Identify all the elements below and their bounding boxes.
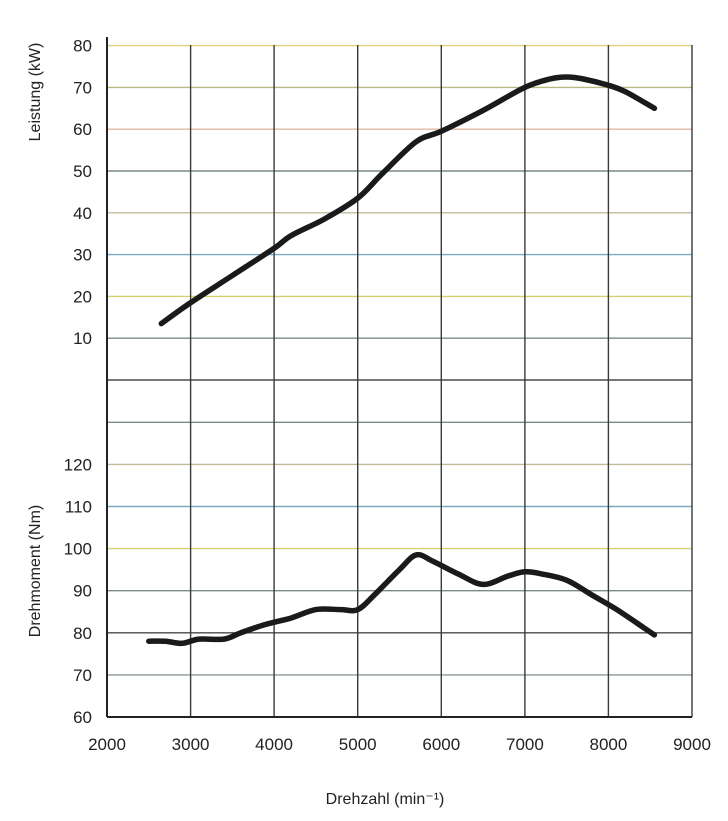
x-tick-label: 7000: [506, 735, 544, 754]
horizontal-gridlines: [107, 44, 692, 718]
power-y-tick-label: 80: [73, 37, 92, 56]
power-y-tick-label: 50: [73, 162, 92, 181]
power-y-tick-label: 40: [73, 204, 92, 223]
power-y-tick-label: 20: [73, 287, 92, 306]
x-tick-label: 2000: [88, 735, 126, 754]
x-tick-label: 8000: [589, 735, 627, 754]
torque-y-tick-label: 100: [64, 540, 92, 559]
x-tick-label: 6000: [422, 735, 460, 754]
torque-y-tick-label: 80: [73, 624, 92, 643]
torque-y-tick-label: 60: [73, 708, 92, 727]
x-tick-label: 9000: [673, 735, 711, 754]
power-y-axis-title: Leistung (kW): [27, 43, 44, 142]
torque-y-tick-label: 70: [73, 666, 92, 685]
power-curve: [158, 74, 658, 327]
torque-y-tick-label: 120: [64, 455, 92, 474]
power-y-tick-label: 10: [73, 329, 92, 348]
x-tick-label: 3000: [172, 735, 210, 754]
torque-y-axis-title: Drehmoment (Nm): [27, 505, 44, 637]
vertical-gridlines: [106, 37, 693, 718]
power-y-tick-label: 30: [73, 246, 92, 265]
curves: [146, 74, 658, 647]
x-axis-title: Drehzahl (min⁻¹): [326, 791, 445, 808]
torque-curve: [146, 551, 658, 647]
torque-y-tick-label: 110: [65, 498, 92, 517]
torque-y-tick-label: 90: [73, 582, 92, 601]
x-tick-label: 4000: [255, 735, 293, 754]
power-y-tick-label: 60: [73, 120, 92, 139]
x-tick-label: 5000: [339, 735, 377, 754]
tick-labels: 2000 3000 4000 5000 6000 7000 8000 9000 10 20 30 40…: [64, 37, 711, 754]
power-y-tick-label: 70: [73, 78, 92, 97]
